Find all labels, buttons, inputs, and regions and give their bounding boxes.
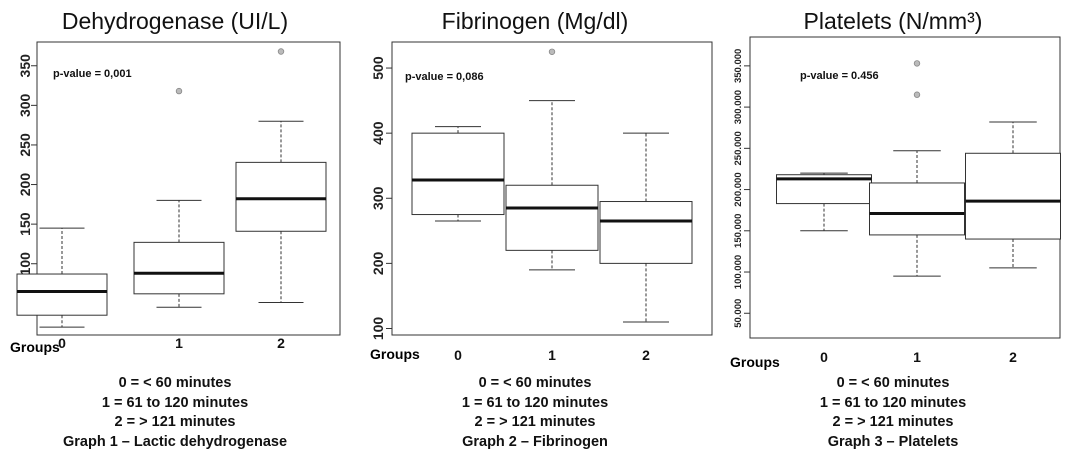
x-category-label: 2 — [277, 335, 285, 351]
outlier-point — [913, 91, 921, 98]
y-tick-label: 500 — [370, 56, 386, 80]
graph-caption: Graph 3 – Platelets — [827, 433, 959, 450]
iqr-box — [133, 241, 225, 295]
box-group-2 — [235, 48, 327, 304]
chart-title: Platelets (N/mm³) — [803, 8, 983, 34]
iqr-box — [235, 161, 327, 232]
group-legend: 0 = < 60 minutes 1 = 61 to 120 minutes 2… — [0, 374, 350, 452]
y-tick-label: 200 — [370, 251, 386, 275]
box-group-1 — [133, 87, 225, 308]
x-axis-label: Groups — [10, 339, 60, 355]
chart-panel-fibrinogen: Fibrinogen (Mg/dl) 100 200 300 400 500 p-valu… — [355, 0, 715, 465]
y-tick-label: 250.000 — [733, 131, 744, 165]
box-group-0 — [411, 126, 505, 222]
iqr-box — [965, 152, 1061, 240]
plot-frame — [391, 41, 713, 336]
box-group-1 — [869, 60, 965, 277]
group-legend: 0 = < 60 minutes 1 = 61 to 120 minutes 2… — [720, 374, 1066, 452]
plot-frame — [36, 41, 341, 336]
box-group-2 — [965, 121, 1061, 269]
iqr-box — [411, 132, 505, 216]
y-tick-label: 350.000 — [733, 49, 744, 83]
x-category-label: 1 — [548, 347, 556, 363]
box-group-0 — [776, 172, 872, 232]
y-tick-label: 200.000 — [733, 172, 744, 206]
x-category-label: 0 — [820, 349, 828, 365]
x-category-label: 0 — [454, 347, 462, 363]
box-group-1 — [505, 48, 599, 271]
x-category-label: 0 — [58, 335, 66, 351]
y-tick-label: 100 — [370, 317, 386, 341]
box-group-0 — [16, 227, 108, 328]
outlier-point — [913, 60, 921, 67]
p-value-label: p-value = 0,001 — [53, 68, 132, 80]
legend-line: 1 = 61 to 120 minutes — [461, 394, 609, 411]
boxplot-platelets: 50.000 100.000 150.000 200.000 250.000 300.00… — [730, 36, 1061, 370]
x-category-label: 2 — [642, 347, 650, 363]
y-tick-label: 100 — [17, 252, 33, 276]
legend-line: 0 = < 60 minutes — [478, 375, 592, 391]
x-category-label: 2 — [1009, 349, 1017, 365]
boxplot-fibrinogen: 100 200 300 400 500 p-value = 0,086 0 1 2 Groups — [370, 41, 713, 363]
y-tick-label: 100.000 — [733, 255, 744, 289]
y-tick-label: 150.000 — [733, 214, 744, 248]
x-axis-label: Groups — [370, 346, 420, 362]
graph-caption: Graph 2 – Fibrinogen — [462, 433, 608, 450]
legend-line: 2 = > 121 minutes — [832, 414, 954, 430]
legend-line: 1 = 61 to 120 minutes — [819, 394, 967, 411]
legend-line: 0 = < 60 minutes — [836, 375, 950, 391]
legend-line: 1 = 61 to 120 minutes — [101, 394, 249, 411]
box-group-2 — [599, 132, 693, 323]
iqr-box — [869, 182, 965, 236]
y-tick-label: 350 — [17, 54, 33, 78]
iqr-box — [16, 273, 108, 316]
y-tick-label: 200 — [17, 173, 33, 197]
chart-panel-platelets: Platelets (N/mm³) 50.000 100.000 150.000 20… — [720, 0, 1066, 465]
y-tick-label: 250 — [17, 133, 33, 157]
graph-caption: Graph 1 – Lactic dehydrogenase — [62, 433, 288, 450]
y-tick-label: 150 — [17, 212, 33, 236]
legend-line: 0 = < 60 minutes — [118, 375, 232, 391]
legend-line: 2 = > 121 minutes — [474, 414, 596, 430]
boxplot-dehydrogenase: 50100150200250300350p-value = 0,001012Gr… — [10, 41, 341, 355]
iqr-box — [599, 201, 693, 264]
group-legend: 0 = < 60 minutes 1 = 61 to 120 minutes 2… — [355, 374, 715, 452]
p-value-label: p-value = 0,086 — [405, 71, 484, 83]
outlier-point — [277, 48, 285, 55]
y-tick-label: 300 — [370, 186, 386, 210]
p-value-label: p-value = 0.456 — [800, 70, 879, 82]
legend-line: 2 = > 121 minutes — [114, 414, 236, 430]
y-tick-label: 300 — [17, 93, 33, 117]
chart-panel-dehydrogenase: Dehydrogenase (UI/L) 5010015020025030035… — [0, 0, 350, 465]
chart-title: Dehydrogenase (UI/L) — [61, 8, 289, 34]
y-tick-label: 50.000 — [733, 299, 744, 328]
outlier-point — [175, 87, 183, 95]
y-tick-label: 300.000 — [733, 90, 744, 124]
outlier-point — [548, 48, 556, 55]
x-category-label: 1 — [913, 349, 921, 365]
y-tick-label: 400 — [370, 121, 386, 145]
chart-title: Fibrinogen (Mg/dl) — [441, 8, 629, 34]
x-category-label: 1 — [175, 335, 183, 351]
iqr-box — [505, 184, 599, 251]
x-axis-label: Groups — [730, 354, 780, 370]
